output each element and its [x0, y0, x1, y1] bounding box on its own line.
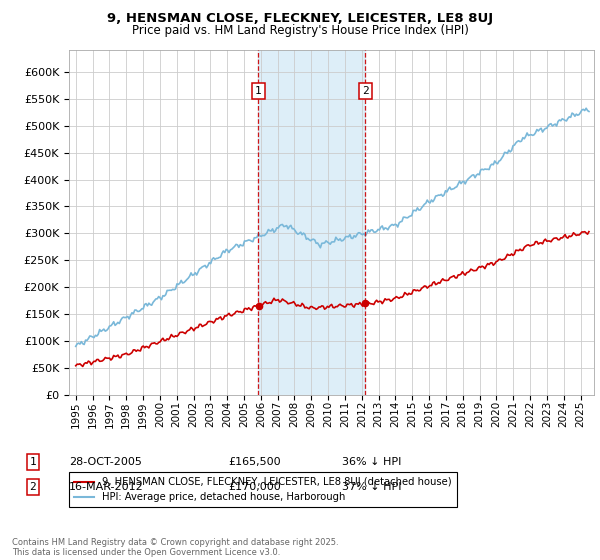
Text: Contains HM Land Registry data © Crown copyright and database right 2025.
This d: Contains HM Land Registry data © Crown c…	[12, 538, 338, 557]
Text: 2: 2	[29, 482, 37, 492]
Text: £165,500: £165,500	[228, 457, 281, 467]
Text: £170,000: £170,000	[228, 482, 281, 492]
Legend: 9, HENSMAN CLOSE, FLECKNEY, LEICESTER, LE8 8UJ (detached house), HPI: Average pr: 9, HENSMAN CLOSE, FLECKNEY, LEICESTER, L…	[69, 472, 457, 507]
Text: 37% ↓ HPI: 37% ↓ HPI	[342, 482, 401, 492]
Text: 9, HENSMAN CLOSE, FLECKNEY, LEICESTER, LE8 8UJ: 9, HENSMAN CLOSE, FLECKNEY, LEICESTER, L…	[107, 12, 493, 25]
Bar	[258, 50, 365, 395]
Text: 2: 2	[362, 86, 368, 96]
Text: 36% ↓ HPI: 36% ↓ HPI	[342, 457, 401, 467]
Text: Price paid vs. HM Land Registry's House Price Index (HPI): Price paid vs. HM Land Registry's House …	[131, 24, 469, 37]
Text: 16-MAR-2012: 16-MAR-2012	[69, 482, 144, 492]
Text: 1: 1	[29, 457, 37, 467]
Text: 1: 1	[254, 86, 262, 96]
Text: 28-OCT-2005: 28-OCT-2005	[69, 457, 142, 467]
